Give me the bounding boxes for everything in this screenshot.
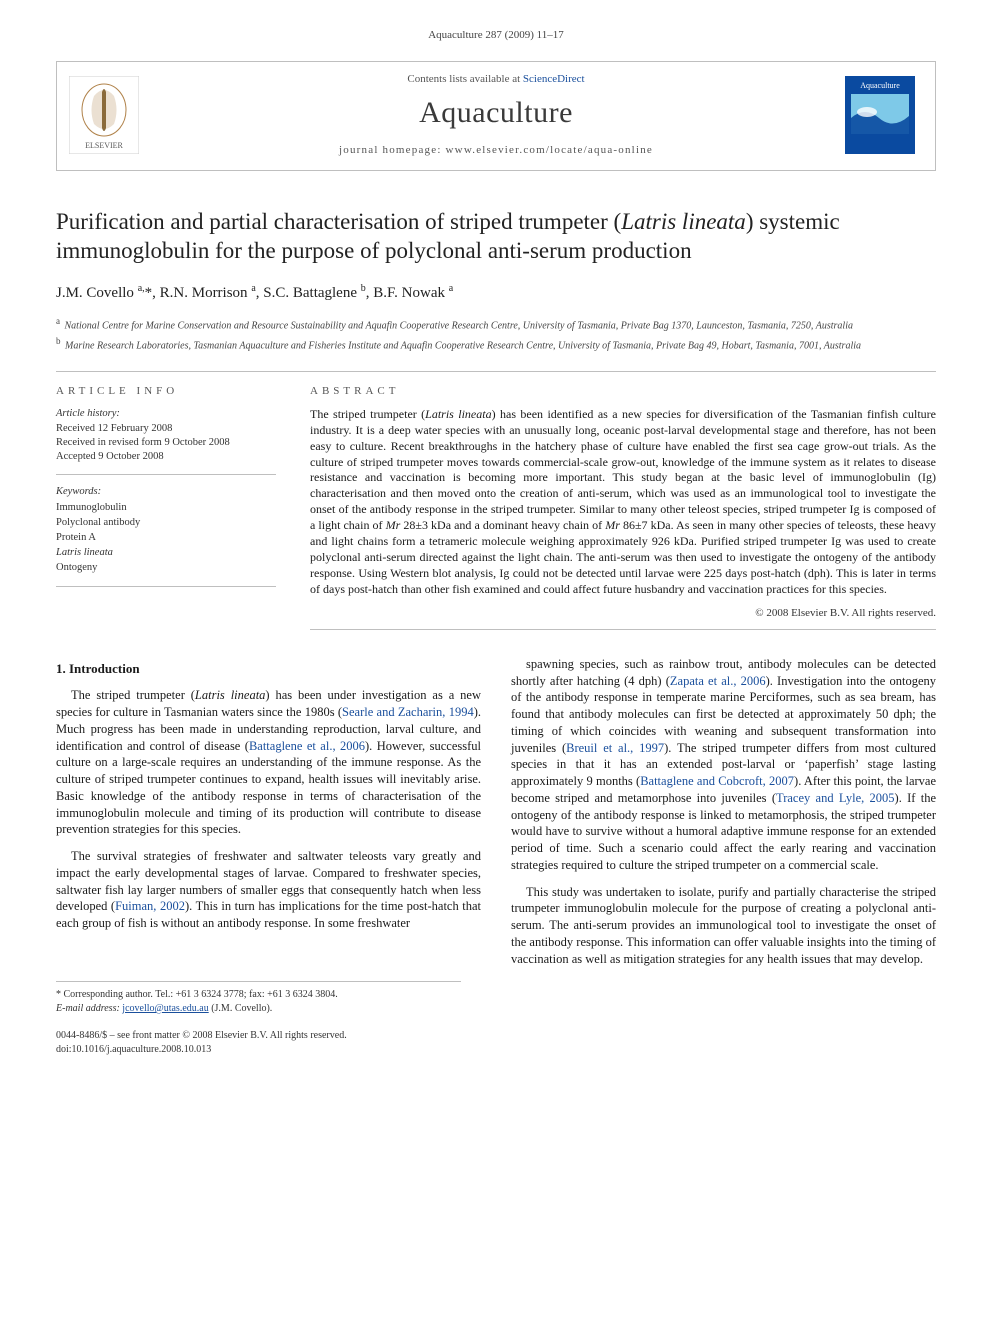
- footnote-corr: * Corresponding author. Tel.: +61 3 6324…: [56, 988, 461, 1002]
- body-paragraph: The striped trumpeter (Latris lineata) h…: [56, 687, 481, 838]
- keyword-item: Immunoglobulin: [56, 501, 276, 515]
- footnote-email-label: E-mail address:: [56, 1003, 120, 1014]
- affiliations: a National Centre for Marine Conservatio…: [56, 315, 936, 353]
- journal-cover-icon: Aquaculture: [845, 76, 915, 154]
- body-paragraph: This study was undertaken to isolate, pu…: [511, 884, 936, 968]
- keyword-item: Latris lineata: [56, 546, 276, 560]
- svg-text:Aquaculture: Aquaculture: [860, 81, 900, 90]
- article-body: 1. Introduction The striped trumpeter (L…: [56, 656, 936, 968]
- journal-title: Aquaculture: [159, 93, 833, 134]
- sciencedirect-link[interactable]: ScienceDirect: [523, 73, 585, 85]
- article-history: Article history: Received 12 February 20…: [56, 407, 276, 476]
- history-line: Received in revised form 9 October 2008: [56, 436, 276, 450]
- journal-masthead: ELSEVIER Contents lists available at Sci…: [56, 61, 936, 171]
- front-matter-line: 0044-8486/$ – see front matter © 2008 El…: [56, 1029, 936, 1043]
- author-list: J.M. Covello a,*, R.N. Morrison a, S.C. …: [56, 282, 936, 303]
- keyword-item: Protein A: [56, 531, 276, 545]
- keywords-head: Keywords:: [56, 485, 276, 499]
- journal-homepage: journal homepage: www.elsevier.com/locat…: [159, 143, 833, 158]
- doi-line: doi:10.1016/j.aquaculture.2008.10.013: [56, 1043, 936, 1057]
- copyright-line: © 2008 Elsevier B.V. All rights reserved…: [310, 606, 936, 630]
- contents-prefix: Contents lists available at: [407, 73, 522, 85]
- article-info-heading: ARTICLE INFO: [56, 384, 276, 399]
- affiliation-item: a National Centre for Marine Conservatio…: [56, 315, 936, 333]
- footnote-email-link[interactable]: jcovello@utas.edu.au: [122, 1003, 208, 1014]
- running-head: Aquaculture 287 (2009) 11–17: [56, 28, 936, 43]
- abstract-heading: ABSTRACT: [310, 384, 936, 399]
- body-paragraph: spawning species, such as rainbow trout,…: [511, 656, 936, 874]
- corresponding-author-footnote: * Corresponding author. Tel.: +61 3 6324…: [56, 981, 461, 1015]
- keyword-item: Polyclonal antibody: [56, 516, 276, 530]
- keyword-item: Ontogeny: [56, 561, 276, 575]
- history-line: Received 12 February 2008: [56, 422, 276, 436]
- body-paragraph: The survival strategies of freshwater an…: [56, 848, 481, 932]
- history-head: Article history:: [56, 407, 276, 421]
- contents-available-line: Contents lists available at ScienceDirec…: [159, 72, 833, 87]
- section-heading: 1. Introduction: [56, 660, 481, 677]
- article-title: Purification and partial characterisatio…: [56, 207, 936, 266]
- title-pre: Purification and partial characterisatio…: [56, 209, 621, 234]
- footnote-email-owner: (J.M. Covello).: [211, 1003, 272, 1014]
- history-line: Accepted 9 October 2008: [56, 450, 276, 464]
- title-species: Latris lineata: [621, 209, 746, 234]
- elsevier-logo-icon: ELSEVIER: [69, 76, 139, 154]
- affiliation-item: b Marine Research Laboratories, Tasmania…: [56, 335, 936, 353]
- svg-text:ELSEVIER: ELSEVIER: [85, 141, 123, 150]
- abstract-text: The striped trumpeter (Latris lineata) h…: [310, 407, 936, 598]
- keywords: Keywords: Immunoglobulin Polyclonal anti…: [56, 485, 276, 587]
- doi-block: 0044-8486/$ – see front matter © 2008 El…: [56, 1029, 936, 1056]
